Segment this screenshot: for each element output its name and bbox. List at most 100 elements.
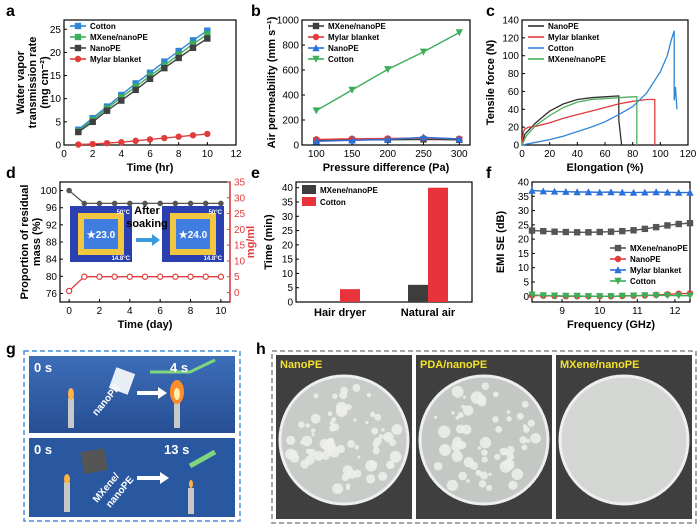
- f-xlabel: Frequency (GHz): [567, 319, 655, 331]
- b-xtick-label-0: 100: [308, 149, 325, 160]
- b-xlabel: Pressure difference (Pa): [323, 162, 450, 174]
- a-series-2-point-0: [75, 128, 82, 136]
- colony-dish-1: [329, 425, 336, 432]
- b-xtick-label-4: 300: [451, 149, 468, 160]
- d-xtick-label-4: 8: [188, 306, 194, 317]
- colony-dish-1: [310, 413, 321, 424]
- f-ytick-label-3: 15: [518, 249, 530, 260]
- b-xtick-label-3: 250: [415, 149, 432, 160]
- lighter-right-top: [174, 402, 180, 428]
- f-series-2-point-3: [562, 188, 570, 195]
- flame-icon: [68, 388, 74, 400]
- colony-dish-1: [313, 450, 324, 461]
- d-series-1-point-4: [126, 273, 134, 280]
- a-legend-label-1: MXene/nanoPE: [90, 33, 148, 42]
- colony-dish-2: [508, 480, 518, 490]
- colony-dish-1: [373, 437, 382, 446]
- colony-dish-2: [451, 440, 462, 452]
- d-xtick-label-3: 6: [157, 306, 163, 317]
- a-series-2-point-1: [89, 118, 96, 126]
- colony-dish-1: [311, 428, 316, 433]
- f-legend-label-2: Mylar blanket: [630, 266, 681, 275]
- d-series-1-point-8: [187, 273, 194, 280]
- e-legend-swatch-0: [302, 185, 316, 194]
- colony-dish-2: [492, 416, 499, 423]
- d-series-1-point-10: [217, 273, 225, 280]
- lighter-left-top: [68, 398, 74, 428]
- b-series-3-point-3: [419, 48, 428, 56]
- f-series-3-point-0: [528, 291, 536, 299]
- b-legend-marker-3: [312, 55, 320, 63]
- dish-label-1: NanoPE: [280, 359, 322, 371]
- a-series-2-point-5: [146, 75, 154, 82]
- a-legend-marker-1: [74, 33, 82, 41]
- b-ylabel: Air permeability (mm s⁻¹): [266, 16, 278, 148]
- d-series-0-point-5: [142, 200, 148, 207]
- b-legend-marker-2: [312, 44, 320, 52]
- c-xtick-label-3: 60: [599, 149, 611, 160]
- flame-bottom-icon: [64, 474, 70, 484]
- f-legend-marker-2: [614, 266, 622, 274]
- time-label-4: 13 s: [164, 442, 189, 457]
- b-ytick-label-4: 800: [282, 41, 299, 52]
- a-series-3-point-7: [175, 133, 182, 140]
- a-series-0-point-5: [146, 69, 154, 76]
- colony-dish-1: [387, 435, 392, 440]
- e-legend-label-0: MXene/nanoPE: [320, 186, 378, 195]
- a-xlabel: Time (hr): [127, 162, 174, 174]
- colony-dish-1: [313, 393, 319, 399]
- colony-dish-1: [365, 420, 369, 425]
- a-xtick-label-3: 6: [147, 149, 153, 160]
- e-category-label-1: Natural air: [401, 307, 456, 319]
- flame-bottom-right-icon: [189, 480, 193, 488]
- time-label-1: 0 s: [34, 360, 52, 375]
- e-ytick-label-7: 35: [282, 198, 294, 209]
- e-legend-label-1: Cotton: [320, 198, 346, 207]
- colony-dish-1: [342, 465, 353, 476]
- photo-top-shade: [29, 356, 235, 433]
- d-ytick-label-5: 96: [46, 203, 58, 214]
- colony-dish-2: [494, 453, 501, 460]
- f-series-0-point-0: [528, 227, 536, 234]
- d-thermal-before-max: 50°C: [117, 210, 131, 216]
- a-xtick-label-1: 2: [90, 149, 96, 160]
- time-label-3: 0 s: [34, 442, 52, 457]
- c-xtick-label-1: 20: [544, 149, 556, 160]
- f-series-0-point-12: [664, 222, 671, 229]
- b-series-3-point-0: [312, 107, 320, 115]
- d-ytick-label-2: 84: [46, 255, 58, 266]
- f-legend-marker-0: [614, 244, 622, 252]
- colony-dish-2: [446, 479, 458, 491]
- f-xtick-label-2: 10: [594, 306, 606, 317]
- bacterial-colonies: [285, 382, 541, 494]
- d-y2tick-label-1: 5: [234, 272, 240, 283]
- b-legend-label-2: NanoPE: [328, 44, 359, 53]
- colony-dish-1: [340, 386, 349, 395]
- f-series-2-point-5: [584, 188, 593, 196]
- f-series-0-point-8: [619, 227, 626, 235]
- colony-dish-2: [462, 395, 466, 399]
- f-legend-marker-3: [614, 277, 622, 285]
- colony-dish-2: [495, 425, 503, 433]
- colony-dish-2: [475, 469, 482, 476]
- b-ytick-label-0: 0: [293, 141, 299, 152]
- a-series-0-point-6: [161, 58, 168, 65]
- c-series-1-line: [521, 98, 656, 146]
- b-series-2-point-0: [312, 137, 320, 145]
- lighter-right-bottom: [188, 488, 194, 514]
- f-series-0-point-5: [585, 229, 592, 236]
- b-ytick-label-1: 200: [282, 116, 299, 127]
- colony-dish-2: [503, 451, 509, 456]
- c-series-2-line: [521, 30, 678, 146]
- colony-dish-1: [366, 474, 376, 484]
- d-thermal-before-core: [84, 219, 118, 249]
- f-series-3-point-10: [641, 292, 649, 300]
- d-y2tick-label-2: 10: [234, 256, 246, 267]
- a-series-1-point-9: [204, 31, 211, 38]
- d-ytick-label-3: 88: [46, 238, 58, 249]
- e-category-label-0: Hair dryer: [314, 307, 367, 319]
- colony-dish-2: [438, 425, 451, 438]
- fire-core-icon: [174, 388, 180, 400]
- c-series-3-line: [521, 96, 638, 146]
- colony-dish-2: [457, 412, 464, 419]
